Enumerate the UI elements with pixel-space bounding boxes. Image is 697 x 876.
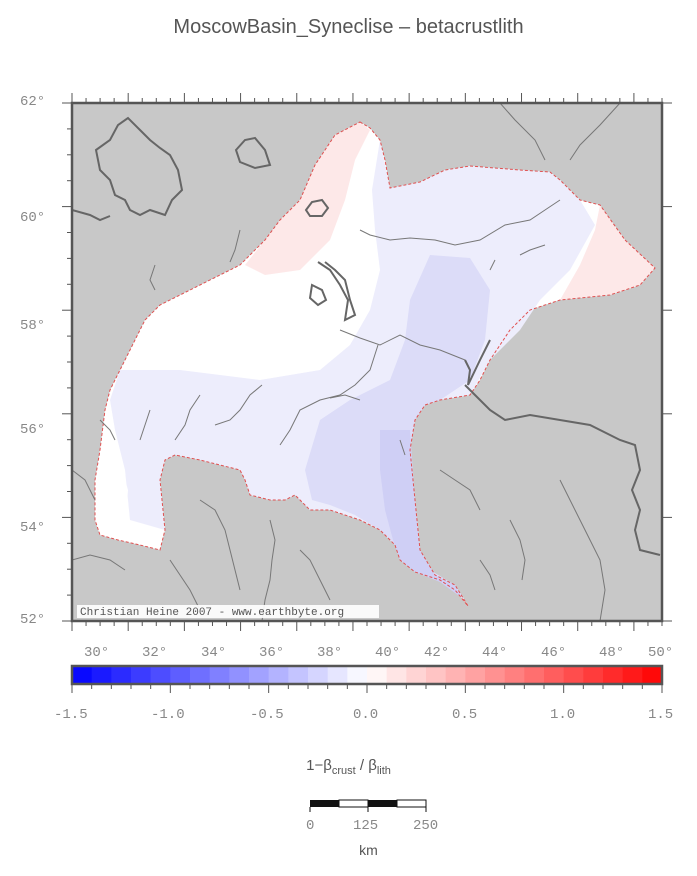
- colorbar-label-sub-lith: lith: [376, 765, 391, 777]
- colorbar-tick-label: 1.0: [550, 707, 576, 723]
- lon-label: 42°: [424, 645, 450, 661]
- lat-label: 52°: [20, 612, 46, 628]
- colorbar-segment: [347, 666, 368, 684]
- basin-outline: [94, 121, 656, 607]
- lon-label: 32°: [142, 645, 168, 661]
- colorbar-segment: [150, 666, 171, 684]
- colorbar-segment: [622, 666, 643, 684]
- colorbar-tick-label: 0.5: [452, 707, 478, 723]
- colorbar-label-sub-crust: crust: [331, 765, 356, 777]
- colorbar-segment: [209, 666, 230, 684]
- lon-label: 50°: [648, 645, 674, 661]
- colorbar-segment: [72, 666, 93, 684]
- lon-label: 36°: [259, 645, 285, 661]
- blue-region-deep: [380, 430, 462, 598]
- white-region-southwest: [95, 450, 128, 540]
- colorbar-segment: [642, 666, 663, 684]
- colorbar-tick-label: -1.5: [54, 707, 88, 723]
- colorbar-segment: [504, 666, 525, 684]
- colorbar-segment: [406, 666, 427, 684]
- map-title: MoscowBasin_Syneclise – betacrustlith: [173, 16, 524, 38]
- colorbar-segment: [563, 666, 584, 684]
- longitude-ticks: [71, 93, 663, 631]
- colorbar-segment: [603, 666, 624, 684]
- pink-region-north: [245, 122, 370, 275]
- scale-label-250: 250: [413, 818, 439, 834]
- colorbar: [72, 666, 663, 684]
- colorbar-segment: [190, 666, 211, 684]
- rivers: [72, 103, 621, 621]
- lat-label: 58°: [20, 318, 46, 334]
- credit-box: [77, 605, 379, 618]
- scale-unit: km: [359, 842, 378, 858]
- lon-label: 38°: [317, 645, 343, 661]
- colorbar-segment: [229, 666, 250, 684]
- lon-label: 46°: [541, 645, 567, 661]
- lon-label: 44°: [482, 645, 508, 661]
- colorbar-label-sep: / β: [355, 757, 377, 774]
- colorbar-segment: [426, 666, 447, 684]
- lon-label: 40°: [375, 645, 401, 661]
- colorbar-label-main: 1−β: [306, 757, 332, 774]
- colorbar-segment: [445, 666, 466, 684]
- scale-label-0: 0: [306, 818, 315, 834]
- blue-region-core: [305, 255, 490, 600]
- colorbar-segment: [465, 666, 486, 684]
- colorbar-segment: [131, 666, 152, 684]
- colorbar-tick-label: -1.0: [151, 707, 185, 723]
- colorbar-segment: [268, 666, 289, 684]
- latitude-ticks: [62, 102, 672, 622]
- scale-label-125: 125: [353, 818, 379, 834]
- colorbar-label: 1−βcrust / βlith: [0, 757, 697, 777]
- colorbar-segment: [386, 666, 407, 684]
- lat-label: 54°: [20, 520, 46, 536]
- lat-label: 60°: [20, 210, 46, 226]
- pink-region-east: [560, 205, 655, 300]
- lon-label: 48°: [599, 645, 625, 661]
- coastlines: [72, 116, 661, 556]
- colorbar-segment: [583, 666, 604, 684]
- lon-label: 34°: [201, 645, 227, 661]
- colorbar-segment: [288, 666, 309, 684]
- colorbar-tick-label: 1.5: [648, 707, 674, 723]
- colorbar-segment: [524, 666, 545, 684]
- colorbar-segment: [170, 666, 191, 684]
- lat-label: 56°: [20, 422, 46, 438]
- colorbar-segment: [249, 666, 270, 684]
- colorbar-segment: [327, 666, 348, 684]
- colorbar-segment: [111, 666, 132, 684]
- colorbar-segment: [308, 666, 329, 684]
- colorbar-ticks: [71, 684, 663, 693]
- map-credit: Christian Heine 2007 - www.earthbyte.org: [80, 607, 344, 619]
- colorbar-segment: [485, 666, 506, 684]
- colorbar-segment: [544, 666, 565, 684]
- colorbar-tick-label: 0.0: [353, 707, 379, 723]
- lat-label: 62°: [20, 94, 46, 110]
- lon-label: 30°: [84, 645, 110, 661]
- colorbar-segment: [367, 666, 388, 684]
- scale-bar: [309, 799, 427, 812]
- colorbar-tick-label: -0.5: [250, 707, 284, 723]
- colorbar-segment: [91, 666, 112, 684]
